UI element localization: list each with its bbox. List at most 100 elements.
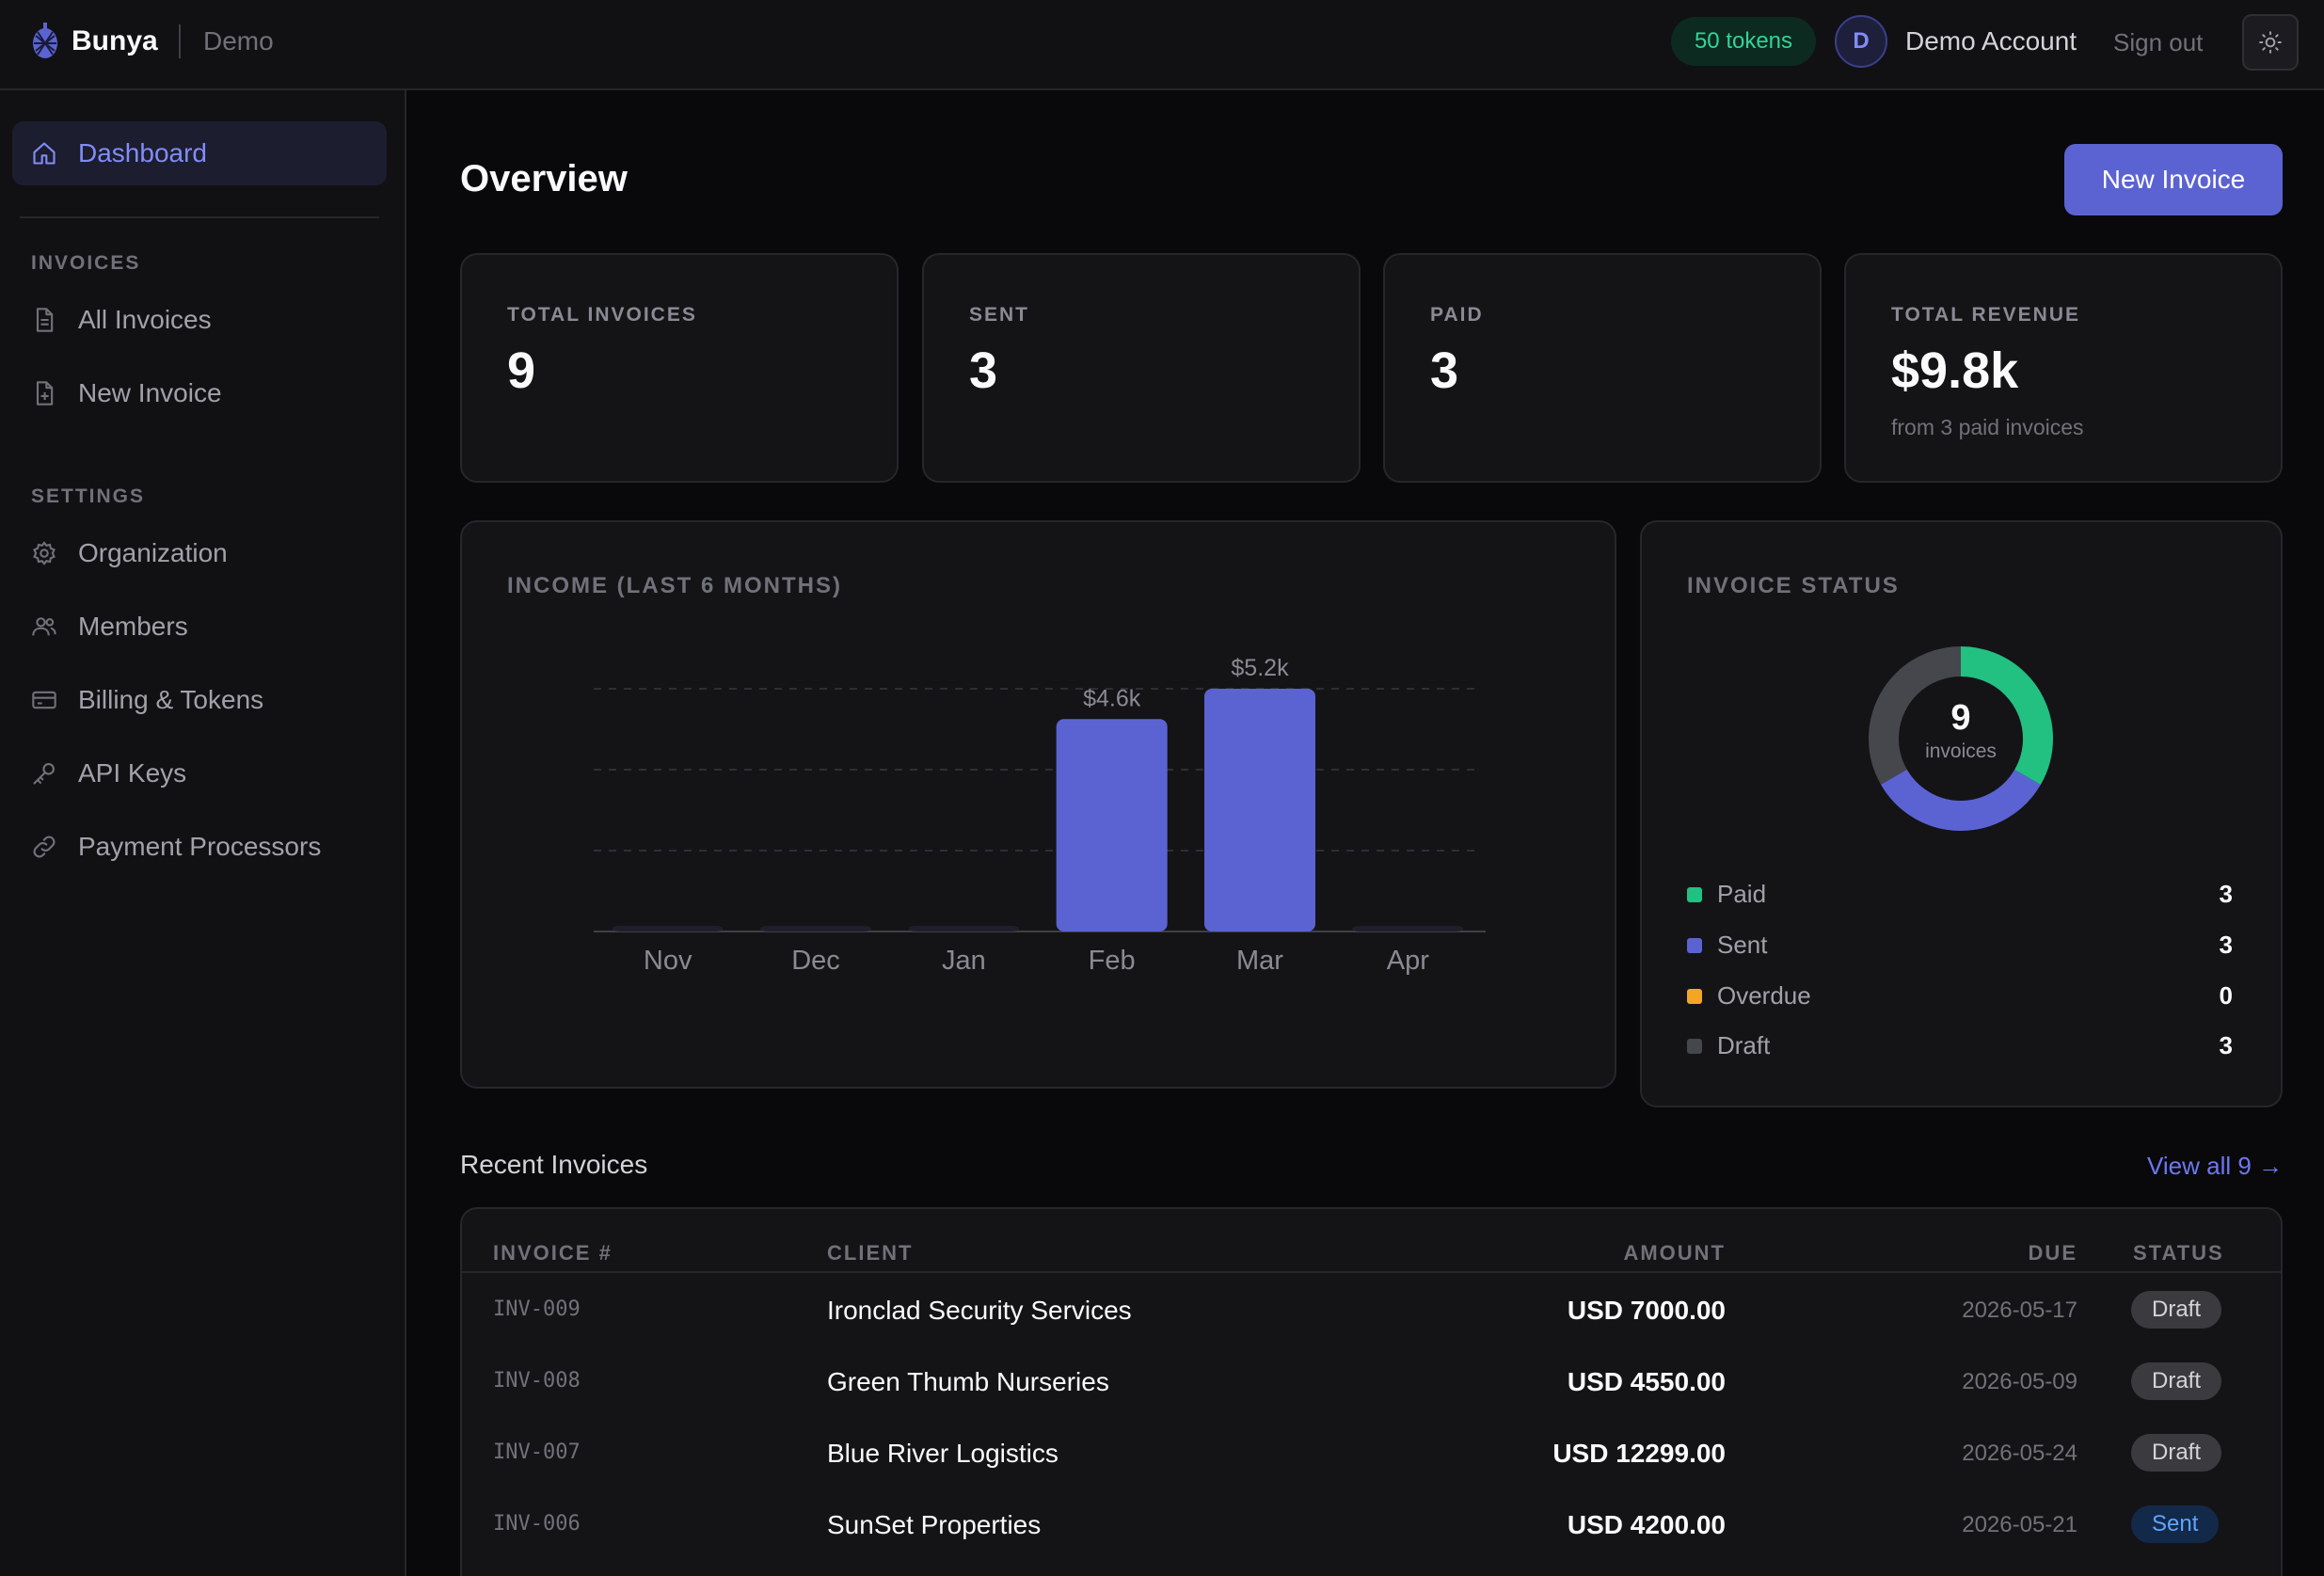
due-date: 2026-05-17 (1962, 1297, 2077, 1323)
sidebar-item-dashboard[interactable]: Dashboard (12, 121, 387, 185)
invoice-status-title: INVOICE STATUS (1687, 573, 1900, 598)
recent-invoices-title: Recent Invoices (460, 1150, 648, 1179)
bar-jan[interactable] (908, 926, 1020, 931)
client-name: Blue River Logistics (827, 1439, 1059, 1468)
sidebar-item-label: Payment Processors (78, 832, 322, 861)
new-invoice-button[interactable]: New Invoice (2064, 144, 2283, 215)
bar-nov[interactable] (612, 926, 724, 931)
legend-count: 3 (2219, 1031, 2233, 1059)
stat-card-sent: SENT 3 (922, 253, 1361, 483)
stat-card-total-revenue: TOTAL REVENUE $9.8k from 3 paid invoices (1844, 253, 2283, 483)
legend-label: Overdue (1717, 981, 1811, 1010)
bar-mar[interactable] (1204, 689, 1315, 931)
invoice-status-card: INVOICE STATUS 9 invoices Paid 3 Sent 3 … (1640, 520, 2283, 1107)
column-header-status: STATUS (2133, 1241, 2224, 1265)
table-row[interactable]: INV-006 SunSet Properties USD 4200.00 20… (462, 1489, 2281, 1561)
x-tick-label: Mar (1236, 946, 1283, 976)
legend-count: 3 (2219, 931, 2233, 959)
sign-out-link[interactable]: Sign out (2113, 28, 2204, 56)
avatar[interactable]: D (1835, 15, 1887, 68)
data-label: $4.6k (1083, 685, 1141, 711)
status-badge: Draft (2131, 1434, 2222, 1472)
key-icon (33, 763, 55, 785)
sidebar-item-payment-processors[interactable]: Payment Processors (12, 815, 387, 879)
pinecone-logo-icon[interactable] (30, 23, 60, 60)
income-chart-title: INCOME (LAST 6 MONTHS) (507, 573, 842, 598)
sidebar-item-label: Billing & Tokens (78, 685, 264, 714)
invoice-number: INV-009 (493, 1297, 581, 1321)
stat-card-paid: PAID 3 (1383, 253, 1822, 483)
sidebar-item-all-invoices[interactable]: All Invoices (12, 288, 387, 352)
x-tick-label: Jan (942, 946, 986, 976)
client-name: Green Thumb Nurseries (827, 1367, 1109, 1396)
sidebar-item-organization[interactable]: Organization (12, 521, 387, 585)
sidebar-item-members[interactable]: Members (12, 595, 387, 659)
invoice-number: INV-007 (493, 1441, 581, 1464)
stat-subtext: from 3 paid invoices (1891, 415, 2084, 439)
recent-invoices-table: INVOICE # CLIENT AMOUNT DUE STATUS INV-0… (460, 1207, 2283, 1576)
status-badge: Sent (2131, 1505, 2220, 1543)
account-name[interactable]: Demo Account (1905, 26, 2077, 56)
environment-label: Demo (203, 26, 274, 56)
table-row[interactable]: INV-007 Blue River Logistics USD 12299.0… (462, 1418, 2281, 1489)
legend-swatch (1687, 938, 1702, 953)
legend-count: 3 (2219, 880, 2233, 908)
stat-card-total-invoices: TOTAL INVOICES 9 (460, 253, 899, 483)
sidebar-item-label: Members (78, 612, 188, 641)
donut-segment-sent[interactable] (1869, 646, 2053, 831)
bar-apr[interactable] (1352, 926, 1464, 931)
donut-segment-paid[interactable] (1869, 646, 2053, 831)
sidebar-item-api-keys[interactable]: API Keys (12, 741, 387, 805)
legend-swatch (1687, 887, 1702, 902)
stat-value: 3 (969, 342, 998, 399)
legend-item-draft: Draft 3 (1687, 1029, 2233, 1063)
column-header-due: DUE (2028, 1241, 2077, 1265)
stat-label: PAID (1430, 304, 1484, 326)
sidebar-item-label: New Invoice (78, 378, 222, 407)
due-date: 2026-05-09 (1962, 1369, 2077, 1394)
invoice-number: INV-006 (493, 1512, 581, 1536)
sidebar-item-label: All Invoices (78, 305, 212, 334)
users-icon (32, 617, 56, 636)
invoice-amount: USD 4200.00 (1567, 1510, 1726, 1539)
table-row[interactable]: INV-009 Ironclad Security Services USD 7… (462, 1275, 2281, 1346)
bar-dec[interactable] (760, 926, 871, 931)
legend-swatch (1687, 1039, 1702, 1054)
table-header-divider (462, 1271, 2281, 1273)
invoice-amount: USD 7000.00 (1567, 1296, 1726, 1325)
sidebar-heading-invoices: INVOICES (31, 252, 141, 274)
sun-icon (2259, 31, 2282, 54)
tokens-badge[interactable]: 50 tokens (1671, 17, 1816, 66)
credit-card-icon (32, 691, 56, 709)
bar-feb[interactable] (1056, 719, 1168, 931)
legend-item-sent: Sent 3 (1687, 929, 2233, 963)
sidebar-item-label: Dashboard (78, 138, 207, 167)
income-bar-chart: Nov Dec Jan Feb $4.6k Mar $5.2k Apr (594, 655, 1486, 976)
column-header-client: CLIENT (827, 1241, 914, 1265)
sidebar-item-new-invoice[interactable]: New Invoice (12, 361, 387, 425)
donut-center-value: 9 (1950, 698, 1970, 738)
table-row[interactable]: INV-008 Green Thumb Nurseries USD 4550.0… (462, 1346, 2281, 1418)
top-bar: Bunya Demo 50 tokens D Demo Account Sign… (0, 0, 2324, 90)
invoice-amount: USD 4550.00 (1567, 1367, 1726, 1396)
invoice-amount: USD 12299.00 (1552, 1439, 1726, 1468)
theme-toggle-button[interactable] (2242, 14, 2299, 71)
stat-label: TOTAL INVOICES (507, 304, 697, 326)
column-header-amount: AMOUNT (1623, 1241, 1726, 1265)
column-header-invoice: INVOICE # (493, 1241, 613, 1265)
view-all-link[interactable]: View all 9 → (2147, 1152, 2284, 1180)
sidebar-item-label: API Keys (78, 758, 187, 788)
brand-name[interactable]: Bunya (72, 25, 158, 56)
document-plus-icon (36, 381, 54, 406)
invoice-status-donut-chart: 9 invoices (1869, 646, 2053, 831)
legend-label: Sent (1717, 931, 1768, 959)
status-badge: Draft (2131, 1362, 2222, 1400)
stat-label: TOTAL REVENUE (1891, 304, 2081, 326)
legend-label: Draft (1717, 1031, 1771, 1059)
link-icon (33, 836, 56, 858)
brand-divider (179, 24, 181, 58)
legend-item-paid: Paid 3 (1687, 878, 2233, 912)
legend-count: 0 (2219, 981, 2233, 1010)
sidebar-item-billing[interactable]: Billing & Tokens (12, 668, 387, 732)
invoice-number: INV-008 (493, 1369, 581, 1393)
